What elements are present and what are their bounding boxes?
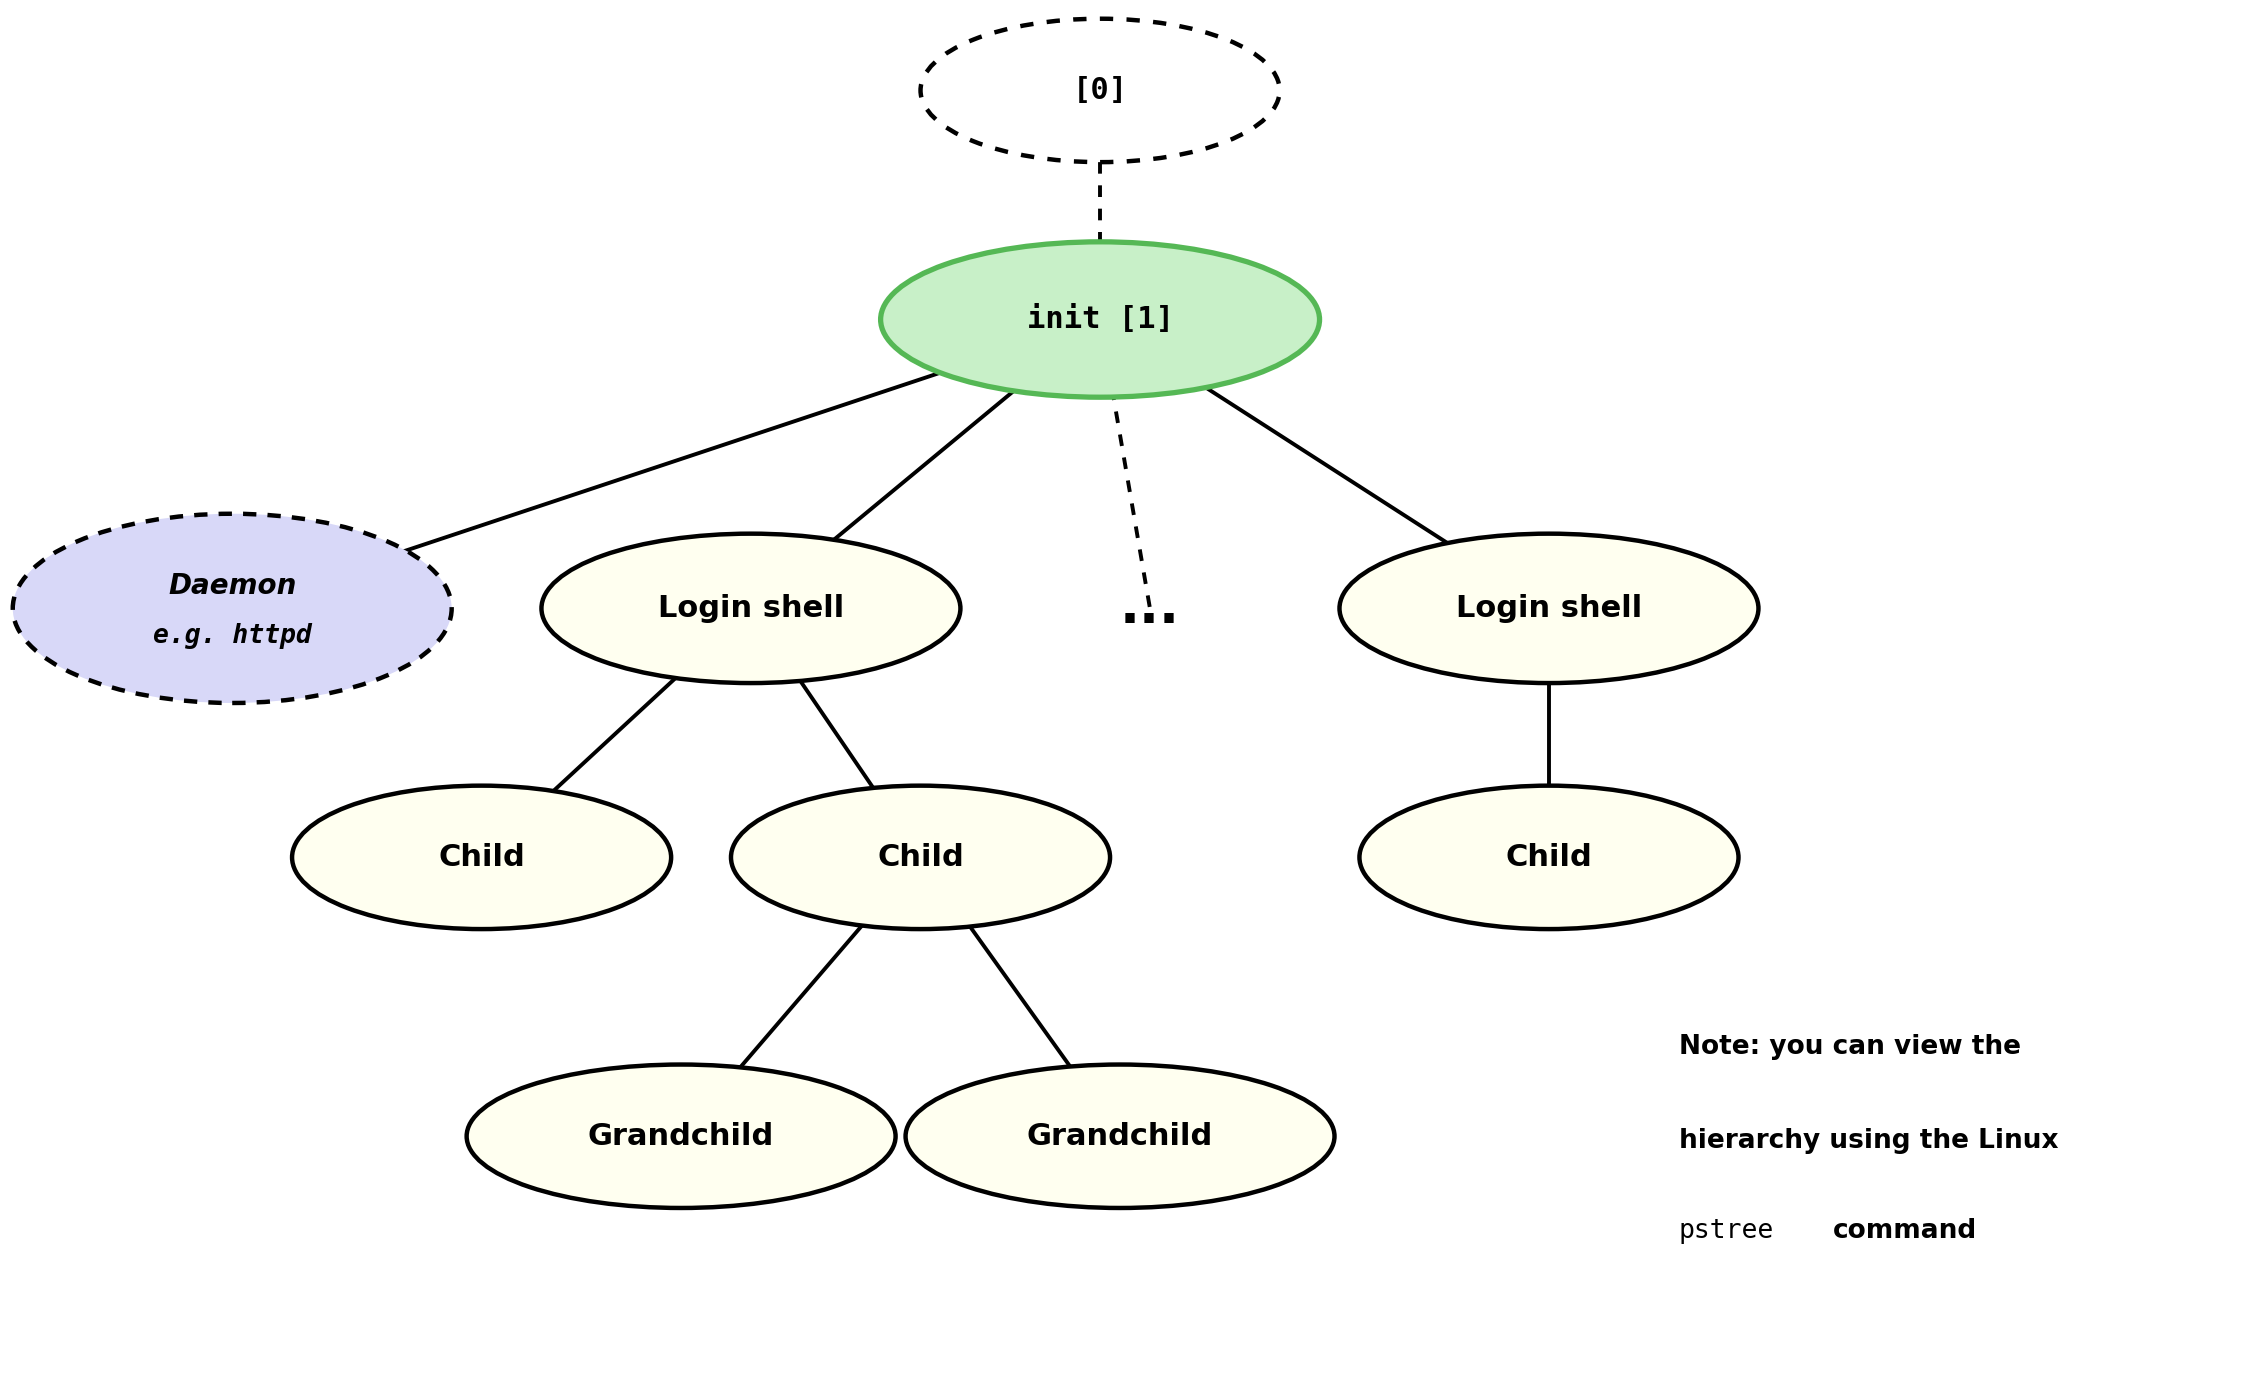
Text: init [1]: init [1]: [1026, 305, 1173, 334]
Text: Note: you can view the: Note: you can view the: [1678, 1033, 2022, 1060]
Text: hierarchy using the Linux: hierarchy using the Linux: [1678, 1128, 2058, 1155]
Text: Login shell: Login shell: [659, 594, 844, 624]
Ellipse shape: [1340, 534, 1759, 684]
Text: Grandchild: Grandchild: [589, 1121, 774, 1151]
Ellipse shape: [906, 1064, 1333, 1208]
Text: e.g. httpd: e.g. httpd: [154, 624, 312, 649]
Text: command: command: [1834, 1218, 1976, 1244]
Text: Grandchild: Grandchild: [1028, 1121, 1214, 1151]
Ellipse shape: [466, 1064, 897, 1208]
Ellipse shape: [292, 786, 670, 930]
Text: Child: Child: [439, 843, 525, 872]
Ellipse shape: [541, 534, 960, 684]
Text: pstree: pstree: [1678, 1218, 1775, 1244]
Text: [0]: [0]: [1073, 75, 1127, 105]
Text: Login shell: Login shell: [1456, 594, 1641, 624]
Text: Child: Child: [876, 843, 964, 872]
Ellipse shape: [881, 242, 1320, 397]
Text: Child: Child: [1506, 843, 1592, 872]
Ellipse shape: [731, 786, 1109, 930]
Text: Daemon: Daemon: [168, 572, 297, 601]
Ellipse shape: [921, 18, 1279, 162]
Text: ...: ...: [1121, 583, 1180, 635]
Ellipse shape: [1358, 786, 1739, 930]
Ellipse shape: [14, 513, 453, 703]
